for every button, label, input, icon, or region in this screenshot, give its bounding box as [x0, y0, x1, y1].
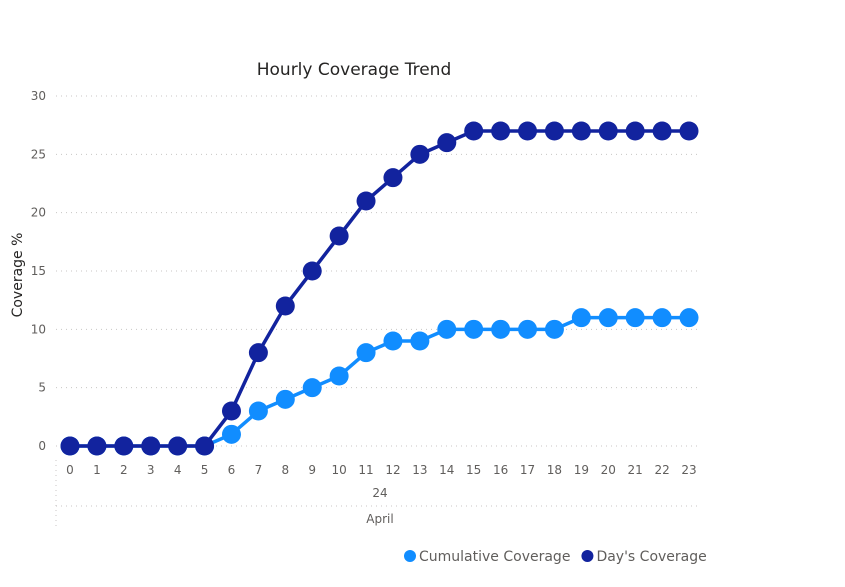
- data-point[interactable]: [625, 121, 645, 141]
- data-point[interactable]: [518, 121, 538, 141]
- y-tick-label: 0: [38, 439, 46, 453]
- x-tick-label: 21: [628, 463, 643, 477]
- y-tick-label: 10: [31, 322, 46, 336]
- series-1: [60, 121, 699, 456]
- data-point[interactable]: [491, 121, 511, 141]
- series-line: [70, 315, 689, 448]
- data-point[interactable]: [679, 308, 699, 328]
- x-group-label-month: April: [366, 512, 393, 526]
- data-point[interactable]: [383, 331, 403, 351]
- x-tick-label: 1: [93, 463, 101, 477]
- legend-item[interactable]: Day's Coverage: [581, 549, 707, 565]
- data-point[interactable]: [221, 424, 241, 444]
- x-tick-label: 3: [147, 463, 155, 477]
- data-point[interactable]: [625, 308, 645, 328]
- x-tick-label: 4: [174, 463, 182, 477]
- y-tick-label: 5: [38, 381, 46, 395]
- x-tick-label: 12: [385, 463, 400, 477]
- data-point[interactable]: [302, 378, 322, 398]
- data-point[interactable]: [464, 121, 484, 141]
- data-point[interactable]: [87, 436, 107, 456]
- x-tick-label: 18: [547, 463, 562, 477]
- data-point[interactable]: [571, 308, 591, 328]
- data-point[interactable]: [437, 319, 457, 339]
- x-tick-label: 14: [439, 463, 454, 477]
- y-tick-label: 25: [31, 147, 46, 161]
- data-point[interactable]: [598, 121, 618, 141]
- x-tick-label: 20: [601, 463, 616, 477]
- x-group-label-day: 24: [372, 486, 387, 500]
- legend-label: Day's Coverage: [596, 549, 706, 565]
- y-tick-label: 30: [31, 89, 46, 103]
- data-point[interactable]: [652, 121, 672, 141]
- data-point[interactable]: [275, 389, 295, 409]
- data-point[interactable]: [383, 168, 403, 188]
- chart-title: Hourly Coverage Trend: [257, 60, 452, 80]
- data-point[interactable]: [437, 133, 457, 153]
- data-point[interactable]: [464, 319, 484, 339]
- series-layer: [60, 121, 699, 456]
- data-point[interactable]: [598, 308, 618, 328]
- data-point[interactable]: [491, 319, 511, 339]
- y-tick-label: 20: [31, 206, 46, 220]
- data-point[interactable]: [544, 121, 564, 141]
- x-tick-label: 2: [120, 463, 128, 477]
- legend-marker: [581, 550, 594, 562]
- data-point[interactable]: [410, 144, 430, 164]
- x-tick-label: 11: [358, 463, 373, 477]
- x-tick-label: 9: [308, 463, 316, 477]
- series-line: [70, 129, 689, 448]
- data-point[interactable]: [329, 226, 349, 246]
- data-point[interactable]: [544, 319, 564, 339]
- data-point[interactable]: [679, 121, 699, 141]
- x-tick-label: 0: [66, 463, 74, 477]
- data-point[interactable]: [141, 436, 161, 456]
- data-point[interactable]: [221, 401, 241, 421]
- x-tick-label: 13: [412, 463, 427, 477]
- data-point[interactable]: [356, 191, 376, 211]
- legend-item[interactable]: Cumulative Coverage: [404, 549, 570, 565]
- legend: Cumulative Coverage Day's Coverage: [404, 549, 707, 565]
- x-tick-label: 8: [281, 463, 289, 477]
- y-axis-ticks: 0 5 10 15 20 25 30: [31, 89, 46, 453]
- x-tick-label: 7: [255, 463, 263, 477]
- data-point[interactable]: [329, 366, 349, 386]
- x-tick-label: 19: [574, 463, 589, 477]
- data-point[interactable]: [518, 319, 538, 339]
- legend-marker: [404, 550, 416, 562]
- data-point[interactable]: [571, 121, 591, 141]
- data-point[interactable]: [60, 436, 80, 456]
- x-tick-label: 17: [520, 463, 535, 477]
- y-axis-label: Coverage %: [10, 233, 26, 318]
- x-tick-label: 22: [654, 463, 669, 477]
- data-point[interactable]: [168, 436, 188, 456]
- legend-label: Cumulative Coverage: [419, 549, 570, 565]
- data-point[interactable]: [248, 401, 268, 421]
- data-point[interactable]: [195, 436, 215, 456]
- data-point[interactable]: [114, 436, 134, 456]
- series-0: [60, 308, 699, 456]
- x-tick-label: 6: [228, 463, 236, 477]
- x-tick-label: 16: [493, 463, 508, 477]
- x-axis-ticks: 0 1 2 3 4 5 6 7 8 9 10 11 12 13 14 15 16 17 18 19 20 21 22 23: [66, 463, 696, 477]
- data-point[interactable]: [652, 308, 672, 328]
- data-point[interactable]: [356, 343, 376, 363]
- data-point[interactable]: [275, 296, 295, 316]
- data-point[interactable]: [410, 331, 430, 351]
- x-tick-label: 23: [681, 463, 696, 477]
- x-tick-label: 10: [331, 463, 346, 477]
- gridlines: [55, 95, 700, 530]
- x-tick-label: 5: [201, 463, 209, 477]
- data-point[interactable]: [248, 343, 268, 363]
- x-tick-label: 15: [466, 463, 481, 477]
- y-tick-label: 15: [31, 264, 46, 278]
- data-point[interactable]: [302, 261, 322, 281]
